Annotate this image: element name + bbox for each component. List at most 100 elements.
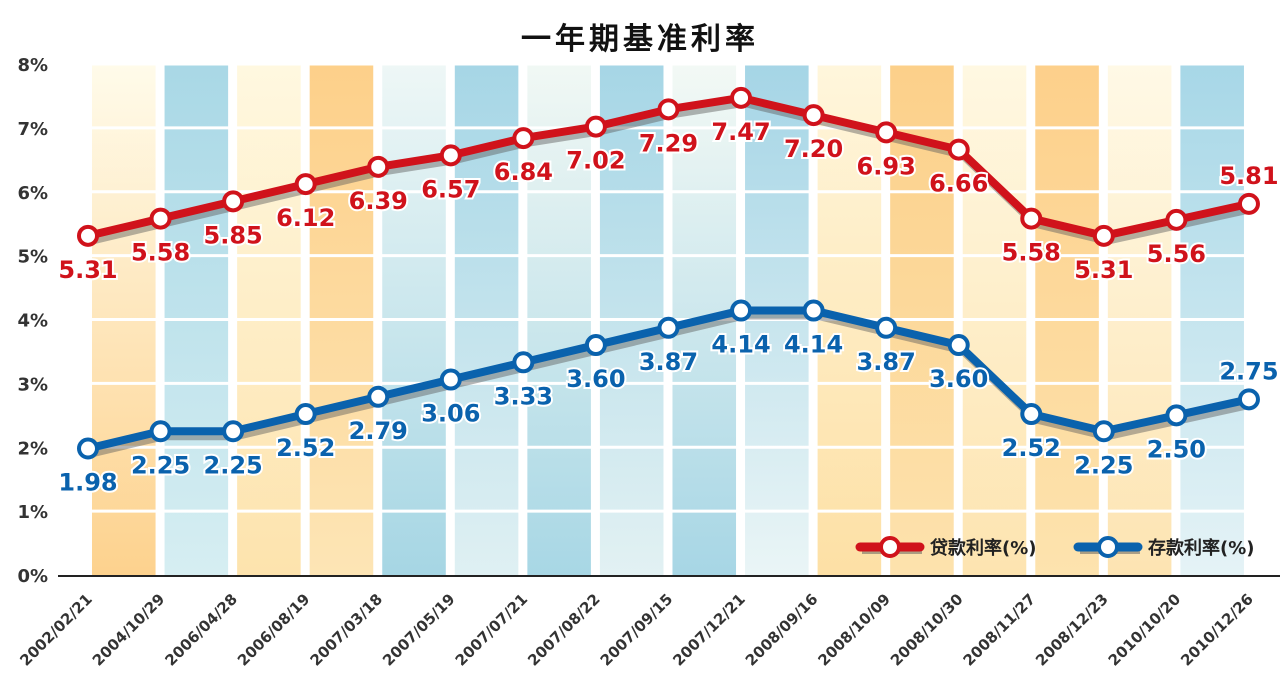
- data-label: 6.12: [276, 204, 335, 232]
- data-point: [1237, 192, 1260, 215]
- x-tick-label: 2007/08/22: [524, 590, 604, 670]
- x-tick-label: 2008/09/16: [742, 590, 822, 670]
- data-point: [657, 316, 680, 339]
- data-label: 7.29: [639, 129, 698, 157]
- data-label: 2.75: [1219, 357, 1278, 385]
- data-point: [367, 155, 390, 178]
- data-label: 2.52: [1002, 434, 1061, 462]
- data-point: [947, 334, 970, 357]
- data-point: [367, 385, 390, 408]
- y-tick-label: 5%: [17, 247, 48, 268]
- data-point: [584, 115, 607, 138]
- data-point: [512, 351, 535, 374]
- x-tick-label: 2008/11/27: [960, 590, 1040, 670]
- data-point: [802, 104, 825, 127]
- data-label: 6.57: [421, 175, 480, 203]
- data-label: 5.81: [1219, 162, 1278, 190]
- data-label: 5.58: [131, 239, 190, 267]
- data-label: 6.93: [857, 152, 916, 180]
- data-label: 2.79: [349, 417, 408, 445]
- data-point: [584, 334, 607, 357]
- x-tick-label: 2007/03/18: [307, 590, 387, 670]
- data-point: [1092, 224, 1115, 247]
- legend-marker: [1097, 536, 1119, 558]
- data-label: 6.66: [929, 170, 988, 198]
- data-label: 7.20: [784, 135, 843, 163]
- y-tick-label: 8%: [17, 55, 48, 76]
- y-tick-label: 1%: [17, 502, 48, 523]
- y-tick-label: 0%: [17, 566, 48, 587]
- data-point: [802, 299, 825, 322]
- data-label: 3.33: [494, 382, 553, 410]
- y-tick-label: 7%: [17, 119, 48, 140]
- x-tick-label: 2008/10/09: [814, 590, 894, 670]
- data-label: 7.02: [566, 147, 625, 175]
- data-point: [149, 420, 172, 443]
- x-tick-label: 2002/02/21: [16, 590, 96, 670]
- data-point: [1020, 207, 1043, 230]
- data-point: [294, 403, 317, 426]
- data-label: 3.87: [857, 348, 916, 376]
- data-point: [1165, 404, 1188, 427]
- y-tick-label: 3%: [17, 374, 48, 395]
- y-tick-label: 4%: [17, 311, 48, 332]
- data-label: 5.31: [1074, 256, 1133, 284]
- data-point: [294, 173, 317, 196]
- x-tick-label: 2004/10/29: [89, 590, 169, 670]
- data-point: [947, 138, 970, 161]
- data-label: 2.52: [276, 434, 335, 462]
- data-label: 7.47: [711, 118, 770, 146]
- legend-label: 贷款利率(%): [930, 537, 1037, 559]
- data-label: 3.06: [421, 400, 480, 428]
- data-label: 6.84: [494, 158, 553, 186]
- x-tick-label: 2007/05/19: [379, 590, 459, 670]
- x-tick-label: 2006/08/19: [234, 590, 314, 670]
- data-point: [1237, 388, 1260, 411]
- data-point: [657, 98, 680, 121]
- data-label: 1.98: [58, 469, 117, 497]
- data-point: [149, 207, 172, 230]
- data-label: 4.14: [784, 331, 843, 359]
- data-point: [77, 224, 99, 247]
- data-label: 4.14: [711, 331, 770, 359]
- data-point: [512, 127, 535, 150]
- x-tick-label: 2008/10/30: [887, 590, 967, 670]
- y-tick-label: 6%: [17, 183, 48, 204]
- y-tick-label: 2%: [17, 438, 48, 459]
- data-point: [77, 437, 99, 460]
- x-tick-label: 2010/12/26: [1177, 590, 1257, 670]
- data-label: 5.31: [58, 256, 117, 284]
- data-label: 3.60: [929, 365, 988, 393]
- data-label: 3.87: [639, 348, 698, 376]
- data-label: 2.25: [131, 451, 190, 479]
- data-point: [439, 368, 462, 391]
- data-point: [222, 190, 245, 213]
- x-tick-label: 2008/12/23: [1032, 590, 1112, 670]
- data-point: [875, 316, 898, 339]
- data-label: 5.56: [1147, 240, 1206, 268]
- legend-marker: [879, 536, 901, 558]
- data-point: [730, 299, 753, 322]
- data-point: [439, 144, 462, 167]
- legend-label: 存款利率(%): [1148, 537, 1255, 559]
- data-point: [730, 86, 753, 109]
- x-tick-label: 2006/04/28: [161, 590, 241, 670]
- data-point: [875, 121, 898, 144]
- data-label: 2.25: [204, 451, 263, 479]
- data-label: 6.39: [349, 187, 408, 215]
- x-tick-label: 2007/07/21: [452, 590, 532, 670]
- data-point: [222, 420, 245, 443]
- data-label: 3.60: [566, 365, 625, 393]
- data-label: 5.85: [204, 221, 263, 249]
- data-point: [1020, 403, 1043, 426]
- x-tick-label: 2010/10/20: [1105, 590, 1185, 670]
- data-point: [1165, 208, 1188, 231]
- chart-title: 一年期基准利率: [521, 22, 759, 57]
- x-tick-label: 2007/09/15: [597, 590, 677, 670]
- data-point: [1092, 420, 1115, 443]
- x-tick-label: 2007/12/21: [669, 590, 749, 670]
- data-label: 5.58: [1002, 239, 1061, 267]
- data-label: 2.50: [1147, 435, 1206, 463]
- data-label: 2.25: [1074, 451, 1133, 479]
